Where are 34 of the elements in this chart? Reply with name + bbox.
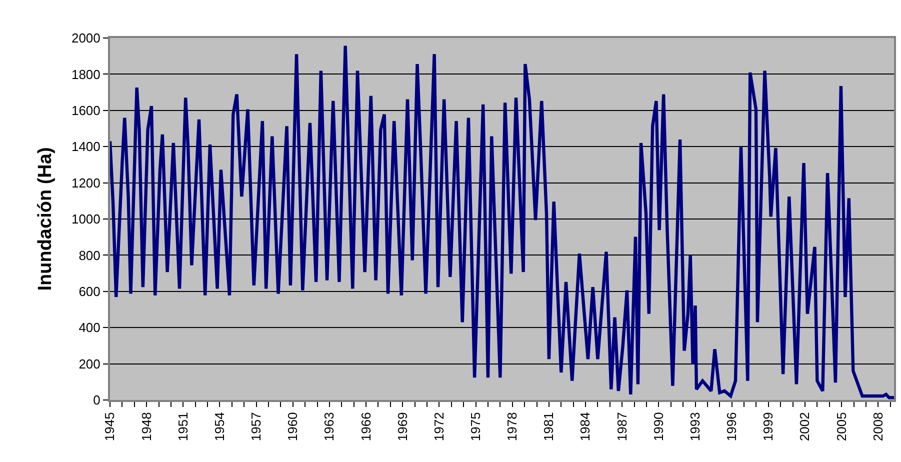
x-tick-label: 1945 xyxy=(102,412,118,442)
x-tick-label: 1993 xyxy=(687,412,702,442)
x-tick-label: 1969 xyxy=(394,412,410,442)
x-tick-label: 1951 xyxy=(175,412,190,442)
x-tick-label: 1987 xyxy=(614,412,630,442)
x-tick-label: 1963 xyxy=(322,412,337,442)
y-tick-label: 1800 xyxy=(71,66,100,82)
y-tick-label: 1200 xyxy=(71,175,100,190)
y-tick-label: 1600 xyxy=(71,102,100,118)
x-tick-label: 1948 xyxy=(138,412,154,442)
y-axis-title: Inundación (Ha) xyxy=(34,147,56,291)
y-tick-label: 800 xyxy=(78,248,100,263)
x-tick-label: 1966 xyxy=(358,412,374,442)
x-tick-label: 1954 xyxy=(212,412,227,442)
y-tick-label: 200 xyxy=(78,356,100,372)
x-tick-label: 1957 xyxy=(248,412,264,442)
y-tick-label: 600 xyxy=(78,284,100,299)
x-tick-label: 1990 xyxy=(650,412,666,442)
x-tick-label: 1978 xyxy=(504,412,520,442)
x-tick-label: 1972 xyxy=(431,412,446,442)
x-tick-label: 2005 xyxy=(834,412,849,442)
y-tick-label: 1000 xyxy=(71,212,100,227)
y-tick-label: 0 xyxy=(93,392,100,408)
x-tick-label: 1996 xyxy=(724,412,740,442)
x-tick-label: 1999 xyxy=(760,412,776,442)
x-tick-label: 2002 xyxy=(797,412,812,442)
x-tick-label: 1960 xyxy=(285,412,300,442)
x-tick-label: 2008 xyxy=(870,412,886,442)
x-tick-label: 1981 xyxy=(541,412,556,442)
x-tick-label: 1975 xyxy=(468,412,484,442)
x-tick-label: 1984 xyxy=(578,412,593,442)
y-tick-label: 400 xyxy=(78,320,100,336)
y-tick-label: 2000 xyxy=(71,30,100,46)
y-tick-label: 1400 xyxy=(71,139,100,154)
